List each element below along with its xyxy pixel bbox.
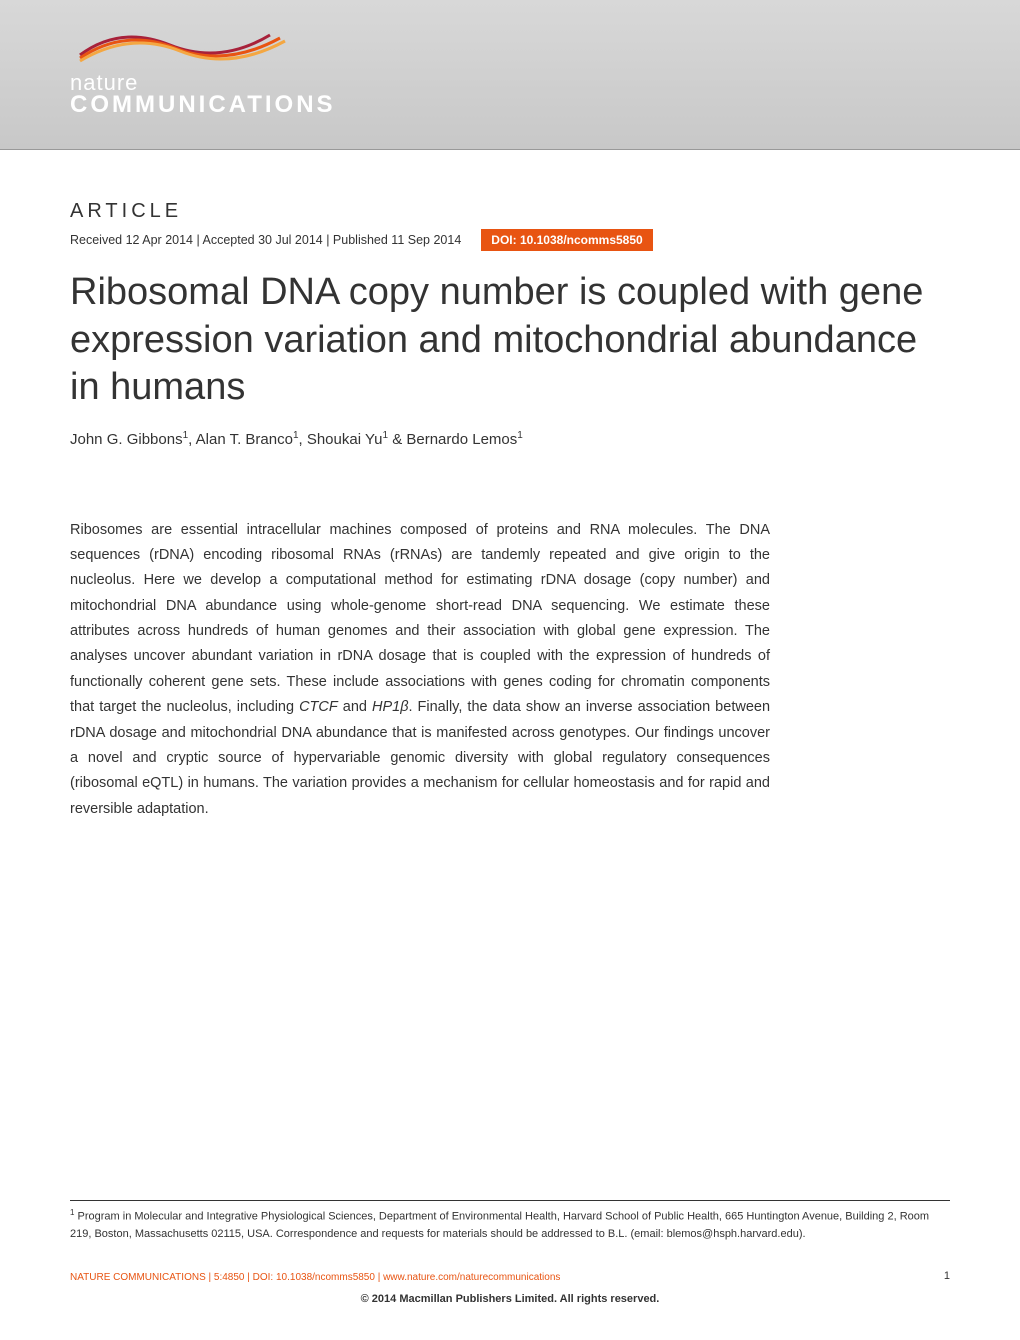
doi-badge: DOI: 10.1038/ncomms5850 <box>481 229 652 251</box>
publication-dates-row: Received 12 Apr 2014 | Accepted 30 Jul 2… <box>70 229 950 251</box>
authors-list: John G. Gibbons1, Alan T. Branco1, Shouk… <box>70 430 950 448</box>
logo-swoosh-icon <box>70 20 290 70</box>
affiliation-text: 1 Program in Molecular and Integrative P… <box>70 1207 950 1242</box>
affiliation-block: 1 Program in Molecular and Integrative P… <box>70 1200 950 1242</box>
abstract-text: Ribosomes are essential intracellular ma… <box>70 518 770 823</box>
citation-text: NATURE COMMUNICATIONS | 5:4850 | DOI: 10… <box>70 1267 560 1285</box>
citation-details: | 5:4850 | DOI: 10.1038/ncomms5850 | www… <box>206 1272 561 1283</box>
article-title: Ribosomal DNA copy number is coupled wit… <box>70 269 950 412</box>
page-number: 1 <box>944 1270 950 1282</box>
journal-logo: nature COMMUNICATIONS <box>70 20 336 119</box>
citation-row: NATURE COMMUNICATIONS | 5:4850 | DOI: 10… <box>70 1267 950 1285</box>
citation-journal: NATURE COMMUNICATIONS <box>70 1272 206 1283</box>
article-type-label: ARTICLE <box>70 200 950 223</box>
logo-text-communications: COMMUNICATIONS <box>70 91 336 119</box>
article-content: ARTICLE Received 12 Apr 2014 | Accepted … <box>0 150 1020 822</box>
copyright-text: © 2014 Macmillan Publishers Limited. All… <box>70 1293 950 1305</box>
journal-banner: nature COMMUNICATIONS <box>0 0 1020 150</box>
footer-section: 1 Program in Molecular and Integrative P… <box>70 1200 950 1305</box>
publication-dates: Received 12 Apr 2014 | Accepted 30 Jul 2… <box>70 233 461 247</box>
